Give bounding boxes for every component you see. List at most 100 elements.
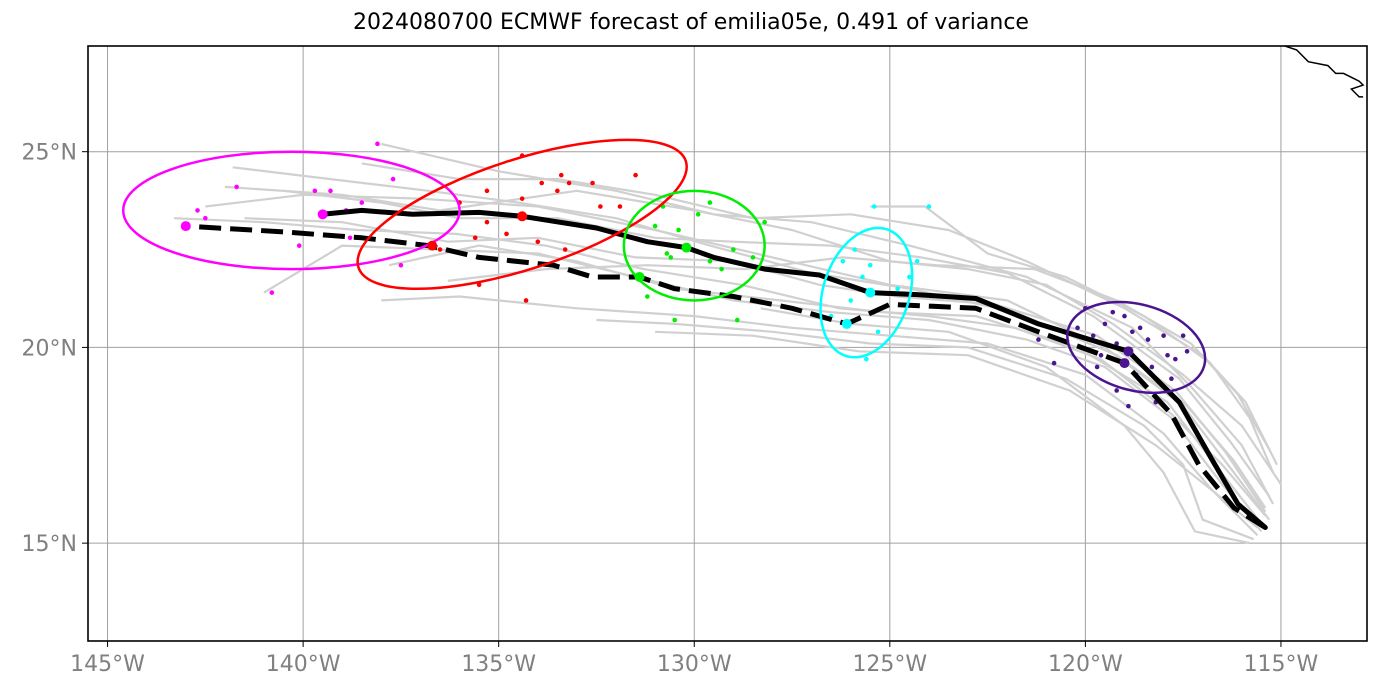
- cluster-member-point: [926, 204, 932, 209]
- cluster-member-point: [484, 219, 490, 225]
- cluster-member-point: [359, 200, 365, 205]
- cluster-member-point: [484, 188, 490, 194]
- cluster-member-point: [1145, 337, 1151, 342]
- cluster-center-solid: [1123, 346, 1134, 357]
- x-tick-label: 115°W: [1244, 652, 1319, 677]
- ensemble-track: [381, 295, 1259, 537]
- cluster-member-point: [312, 188, 318, 194]
- cluster-member-point: [867, 262, 873, 268]
- y-axis-ticks: 15°N 20°N 25°N: [22, 141, 88, 557]
- cluster-member-point: [1036, 337, 1041, 342]
- cluster-member-point: [1161, 333, 1166, 338]
- cluster-member-point: [234, 184, 239, 190]
- coastline: [1282, 46, 1365, 98]
- cluster-member-point: [668, 255, 674, 260]
- cluster-member-point: [875, 329, 881, 335]
- x-tick-label: 140°W: [266, 652, 341, 677]
- y-tick-label: 25°N: [22, 141, 77, 166]
- x-tick-label: 125°W: [852, 652, 927, 677]
- cluster-member-point: [860, 274, 865, 280]
- cluster-member-point: [895, 286, 900, 291]
- mean-track-solid: [320, 207, 1268, 530]
- coastline-path: [1282, 46, 1365, 98]
- cluster-member-point: [676, 227, 681, 233]
- cluster-member-point: [590, 180, 595, 186]
- cluster-member-point: [1169, 376, 1174, 382]
- cluster-member-point: [672, 317, 677, 323]
- cluster-member-point: [562, 247, 568, 252]
- cluster-member-point: [914, 258, 920, 264]
- cluster-member-point: [1114, 388, 1119, 393]
- y-tick-label: 15°N: [22, 532, 77, 557]
- cluster-member-point: [848, 298, 854, 303]
- cluster-member-point: [375, 141, 380, 147]
- mean-tracks: [185, 207, 1268, 530]
- cluster-member-point: [519, 196, 525, 201]
- ensemble-track: [447, 256, 1271, 450]
- cluster-member-point: [1149, 364, 1155, 370]
- cluster-member-point: [664, 251, 670, 256]
- mean-track-dashed: [185, 223, 1267, 530]
- cluster-ellipse: [356, 138, 688, 291]
- cluster-member-point: [1130, 329, 1135, 335]
- cluster-ellipses: [121, 138, 1207, 395]
- cluster-member-point: [907, 274, 912, 280]
- cluster-member-point: [296, 243, 302, 248]
- x-tick-label: 120°W: [1048, 652, 1123, 677]
- ensemble-track: [205, 193, 1271, 521]
- chart-title: 2024080700 ECMWF forecast of emilia05e, …: [353, 10, 1029, 35]
- ensemble-track: [381, 142, 1275, 505]
- cluster-member-point: [195, 208, 200, 213]
- x-tick-label: 145°W: [70, 652, 145, 677]
- ensemble-track: [760, 307, 1250, 545]
- gridlines: [88, 46, 1367, 641]
- y-tick-label: 20°N: [22, 336, 77, 361]
- cluster-member-point: [1122, 313, 1127, 319]
- cluster-center-dashed: [1119, 358, 1130, 369]
- cluster-member-point: [652, 223, 658, 229]
- cluster-member-point: [1098, 352, 1104, 358]
- cluster-ellipse: [121, 150, 461, 271]
- ensemble-track: [388, 244, 1263, 525]
- cluster-center-solid: [517, 211, 528, 222]
- cluster-member-point: [695, 212, 701, 217]
- cluster-member-point: [1051, 360, 1057, 366]
- cluster-member-point: [269, 290, 275, 295]
- x-tick-label: 135°W: [461, 652, 536, 677]
- cluster-member-point: [1173, 356, 1178, 362]
- cluster-member-point: [750, 255, 756, 260]
- cluster-member-point: [328, 188, 333, 194]
- cluster-ellipse: [1066, 300, 1207, 395]
- cluster-member-point: [1180, 333, 1186, 338]
- cluster-member-point: [523, 298, 529, 303]
- cluster-member-point: [1114, 341, 1119, 346]
- cluster-ellipse: [819, 226, 914, 359]
- cluster-center-solid: [865, 287, 876, 298]
- cluster-member-point: [398, 262, 404, 268]
- cluster-member-point: [535, 239, 541, 245]
- cluster-member-point: [539, 180, 545, 186]
- x-tick-label: 130°W: [657, 652, 732, 677]
- cluster-member-point: [203, 215, 208, 221]
- cluster-center-solid: [317, 209, 328, 220]
- cluster-member-point: [707, 200, 713, 205]
- cluster-member-point: [555, 188, 560, 194]
- cluster-member-point: [1075, 325, 1080, 331]
- cluster-member-point: [1184, 349, 1190, 354]
- cluster-member-point: [598, 204, 603, 209]
- cluster-center-solid: [681, 242, 692, 253]
- cluster-center-dashed: [841, 318, 852, 329]
- cluster-member-point: [762, 219, 767, 225]
- plot-frame: [87, 45, 1368, 642]
- ensemble-track: [283, 189, 1271, 497]
- cluster-member-point: [719, 266, 724, 272]
- cluster-member-point: [390, 176, 396, 182]
- cluster-member-point: [472, 235, 478, 241]
- cluster-member-point: [734, 317, 740, 323]
- cluster-centers: [180, 209, 1134, 369]
- cluster-member-point: [707, 258, 713, 264]
- cluster-member-point: [633, 172, 638, 178]
- cluster-center-dashed: [427, 240, 438, 251]
- cluster-member-point: [731, 247, 736, 252]
